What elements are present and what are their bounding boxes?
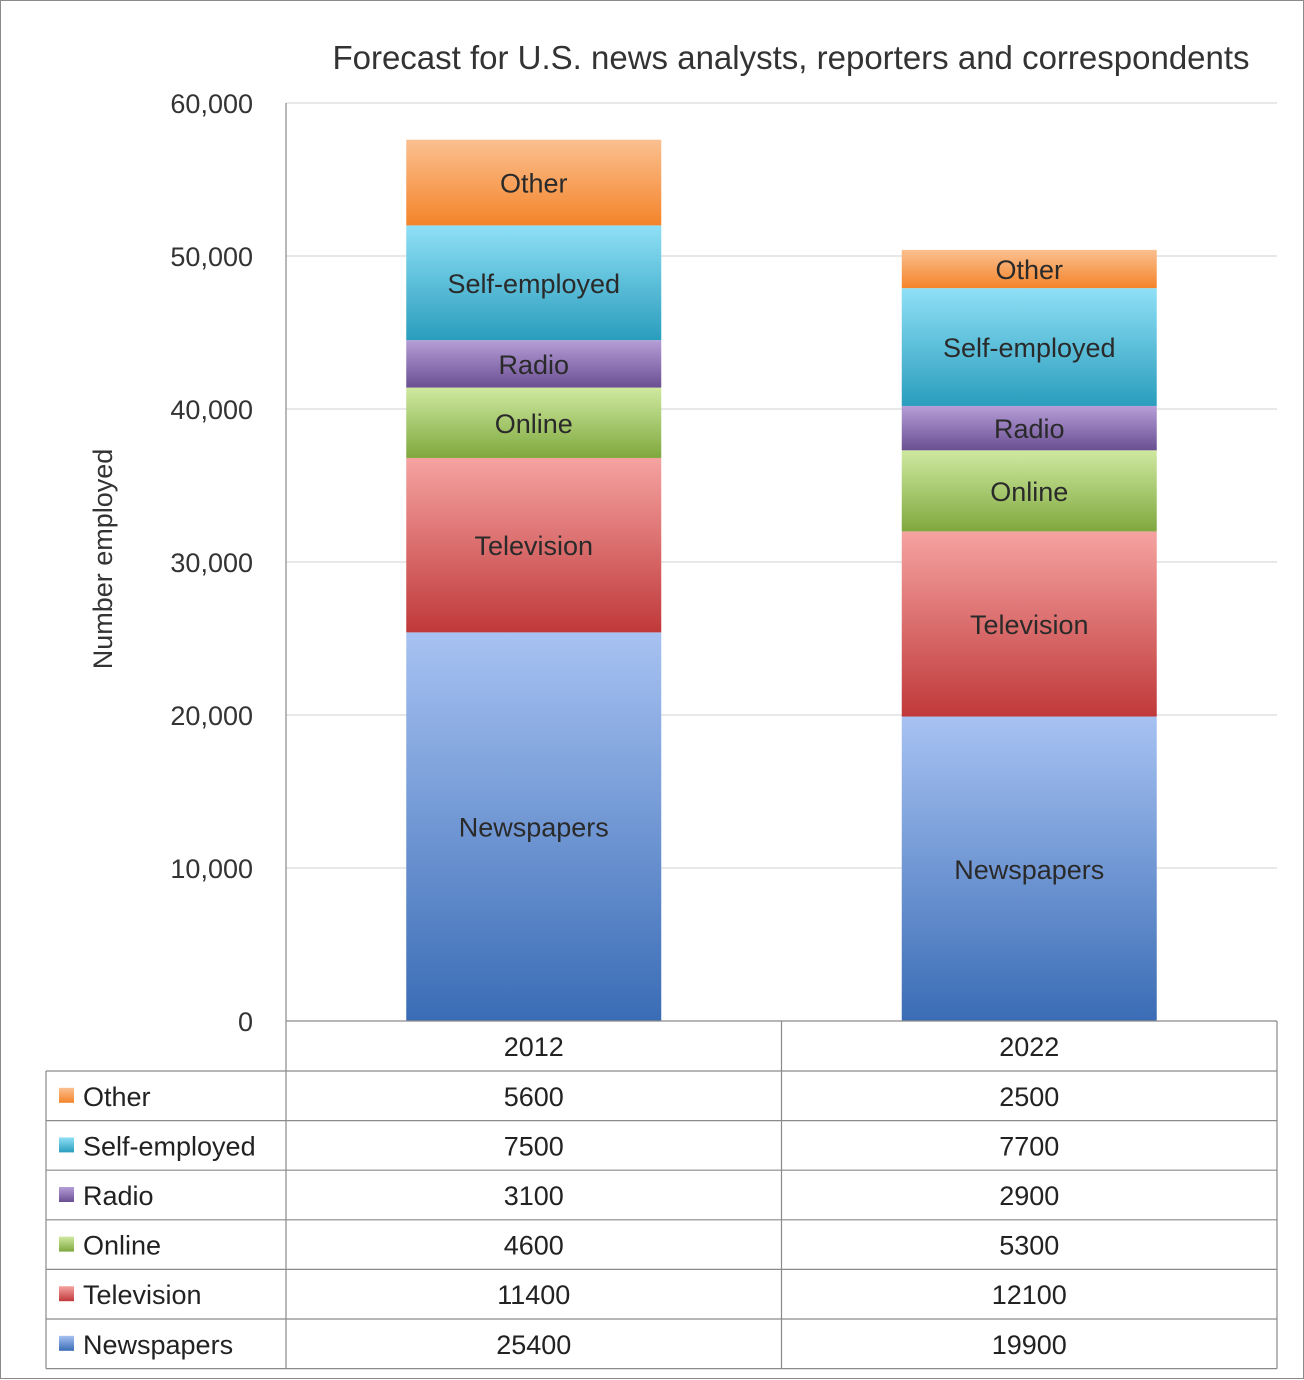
- legend-key-self-employed: [59, 1137, 74, 1153]
- bars: Newspapers Television Online Radio Self-empl…: [406, 139, 1157, 1021]
- data-table: 2012 2022 Other 5600 2500 Self-employed 7500 77…: [45, 1020, 1278, 1370]
- table-row-label-online: Online: [83, 1231, 161, 1261]
- segment-label-television: Television: [970, 610, 1089, 640]
- segment-label-newspapers: Newspapers: [459, 813, 609, 843]
- bar-segment-online-2012: [406, 387, 662, 458]
- table-cell-radio-2012: 3100: [504, 1181, 564, 1211]
- chart-title: Forecast for U.S. news analysts, reporte…: [332, 39, 1249, 76]
- y-tick-label: 60,000: [170, 89, 253, 119]
- bar-segment-television-2012: [406, 457, 662, 633]
- legend-key-online: [59, 1236, 74, 1252]
- segment-label-online: Online: [495, 409, 573, 439]
- legend-key-other: [59, 1087, 74, 1103]
- y-tick-label: 10,000: [170, 854, 253, 884]
- y-tick-label: 20,000: [170, 701, 253, 731]
- legend-key-television: [59, 1286, 74, 1302]
- bar-segment-other-2012: [406, 139, 662, 226]
- bar-segment-self-employed-2012: [406, 225, 662, 341]
- legend-key-newspapers: [59, 1335, 74, 1351]
- table-cell-other-2012: 5600: [504, 1082, 564, 1112]
- legend-key-radio: [59, 1187, 74, 1202]
- table-cell-self-employed-2022: 7700: [999, 1131, 1059, 1161]
- segment-label-radio: Radio: [994, 414, 1065, 444]
- segment-label-radio: Radio: [498, 350, 569, 380]
- segment-label-online: Online: [990, 477, 1068, 507]
- y-axis-ticks: 0 10,000 20,000 30,000 40,000 50,000 60,000: [170, 89, 253, 1037]
- table-cell-television-2012: 11400: [497, 1280, 570, 1310]
- table-cell-newspapers-2012: 25400: [496, 1330, 571, 1360]
- bar-segment-newspapers-2012: [406, 632, 662, 1021]
- table-row-label-television: Television: [83, 1280, 202, 1310]
- bar-segment-television-2022: [901, 531, 1157, 717]
- table-header-2022: 2022: [999, 1032, 1059, 1062]
- bar-segment-radio-2012: [406, 340, 662, 388]
- table-cell-self-employed-2012: 7500: [504, 1131, 564, 1161]
- table-cell-television-2022: 12100: [992, 1280, 1067, 1310]
- segment-label-self-employed: Self-employed: [447, 269, 620, 299]
- table-cell-online-2012: 4600: [504, 1231, 564, 1261]
- table-cell-online-2022: 5300: [999, 1231, 1059, 1261]
- y-tick-label: 50,000: [170, 242, 253, 272]
- table-row-label-other: Other: [83, 1082, 151, 1112]
- table-row-label-newspapers: Newspapers: [83, 1330, 233, 1360]
- y-tick-label: 40,000: [170, 395, 253, 425]
- y-tick-label: 0: [238, 1007, 253, 1037]
- segment-label-television: Television: [474, 531, 593, 561]
- bar-segment-other-2022: [901, 249, 1157, 289]
- bar-segment-self-employed-2022: [901, 288, 1157, 406]
- bar-segment-online-2022: [901, 450, 1157, 532]
- bar-segment-radio-2022: [901, 405, 1157, 451]
- table-row-label-self-employed: Self-employed: [83, 1131, 256, 1161]
- table-cell-newspapers-2022: 19900: [992, 1330, 1067, 1360]
- y-axis-label: Number employed: [88, 449, 118, 670]
- y-tick-label: 30,000: [170, 548, 253, 578]
- table-cell-radio-2022: 2900: [999, 1181, 1059, 1211]
- table-header-2012: 2012: [504, 1032, 564, 1062]
- table-row-label-radio: Radio: [83, 1181, 154, 1211]
- segment-label-other: Other: [500, 169, 568, 199]
- segment-label-newspapers: Newspapers: [954, 855, 1104, 885]
- segment-label-self-employed: Self-employed: [943, 333, 1116, 363]
- bar-segment-newspapers-2022: [901, 716, 1157, 1021]
- table-cell-other-2022: 2500: [999, 1082, 1059, 1112]
- segment-label-other: Other: [995, 255, 1063, 285]
